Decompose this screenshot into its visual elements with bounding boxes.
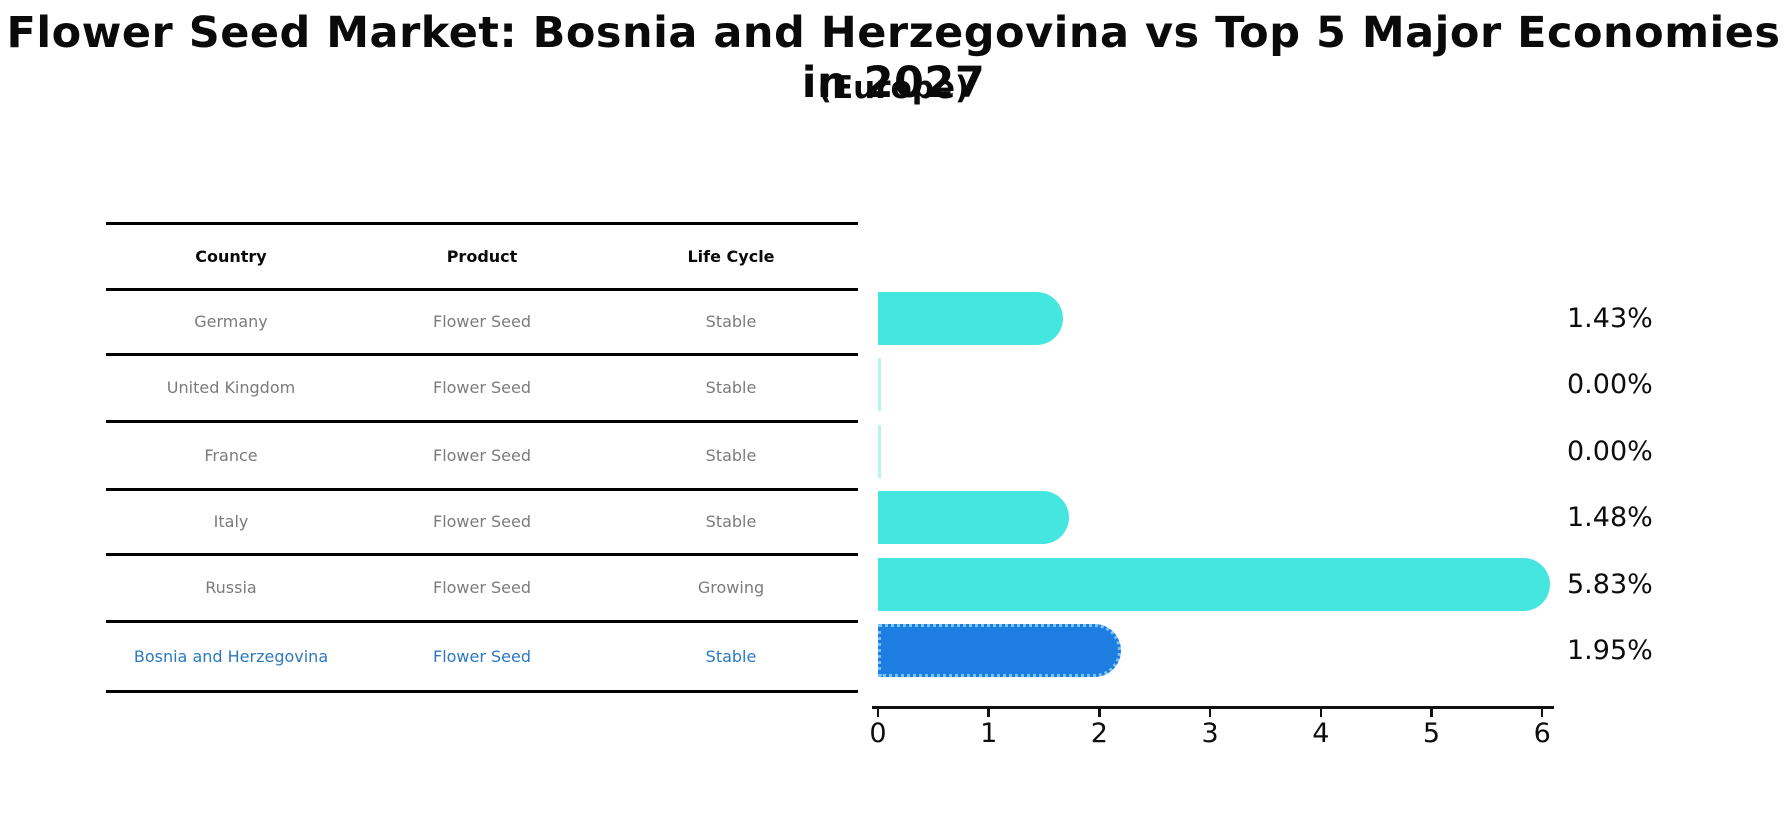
x-tick-label: 4	[1312, 718, 1330, 749]
table-row-russia: Russia Flower Seed Growing	[106, 555, 858, 620]
value-label: 1.48%	[1567, 502, 1653, 533]
x-tick-mark	[987, 708, 990, 717]
life-cycle-cell: Stable	[705, 445, 757, 465]
x-tick-label: 0	[869, 718, 887, 749]
life-cycle-cell: Stable	[705, 512, 757, 531]
x-tick-mark	[1319, 708, 1323, 717]
x-tick-mark	[876, 708, 880, 717]
country-cell: United Kingdom	[166, 378, 296, 397]
table-header-row: Country Product Life Cycle	[106, 224, 858, 288]
page-title: Flower Seed Market: Bosnia and Herzegovi…	[6, 8, 1781, 108]
table-row-italy: Italy Flower Seed Stable	[106, 490, 858, 553]
table-rule	[106, 488, 858, 491]
value-label: 1.43%	[1567, 302, 1653, 334]
x-tick-mark	[1540, 708, 1544, 717]
bar-bosnia-and-herzegovina	[878, 624, 1121, 677]
value-label: 5.83%	[1567, 568, 1653, 600]
table-rule	[106, 620, 858, 623]
table-row-bosnia-and-herzegovina: Bosnia and Herzegovina Flower Seed Stabl…	[106, 622, 858, 690]
product-cell: Flower Seed	[432, 378, 532, 397]
table-row-united-kingdom: United Kingdom Flower Seed Stable	[106, 355, 858, 420]
table-row-germany: Germany Flower Seed Stable	[106, 290, 858, 353]
country-cell: Germany	[194, 312, 268, 331]
life-cycle-cell: Stable	[705, 312, 757, 331]
bar-france	[878, 424, 881, 478]
country-cell: Italy	[213, 512, 249, 531]
product-cell: Flower Seed	[432, 578, 532, 597]
country-cell: Russia	[205, 578, 257, 597]
page-subtitle: (Europe)	[817, 70, 970, 106]
table-rule	[106, 288, 858, 291]
value-label: 0.00%	[1567, 435, 1653, 467]
x-tick-mark	[1098, 708, 1101, 717]
x-tick-label: 2	[1090, 718, 1108, 749]
table-rule	[106, 690, 858, 693]
bar-italy	[878, 491, 1069, 544]
life-cycle-cell: Stable	[705, 378, 757, 397]
bar-united-kingdom	[878, 358, 881, 411]
table-rule	[106, 353, 858, 356]
x-tick-label: 1	[980, 718, 998, 749]
country-cell: Bosnia and Herzegovina	[133, 646, 329, 666]
product-cell: Flower Seed	[432, 312, 532, 331]
column-header-country: Country	[195, 246, 267, 266]
bar-germany	[878, 291, 1064, 345]
x-tick-mark	[1208, 708, 1212, 717]
product-cell: Flower Seed	[432, 646, 532, 666]
x-axis-line	[872, 706, 1554, 709]
value-label: 1.95%	[1567, 635, 1653, 666]
x-tick-mark	[1430, 708, 1433, 717]
column-header-product: Product	[446, 246, 518, 266]
table-rule	[106, 222, 858, 225]
product-cell: Flower Seed	[432, 445, 532, 465]
table-rule	[106, 553, 858, 556]
table-row-france: France Flower Seed Stable	[106, 422, 858, 488]
life-cycle-cell: Growing	[697, 578, 765, 597]
product-cell: Flower Seed	[432, 512, 532, 531]
x-tick-label: 3	[1201, 718, 1219, 749]
x-tick-label: 6	[1533, 718, 1551, 749]
bar-russia	[878, 557, 1551, 611]
country-table: Country Product Life Cycle Germany Flowe…	[106, 200, 858, 700]
life-cycle-cell: Stable	[705, 646, 757, 666]
x-tick-label: 5	[1422, 718, 1441, 749]
country-cell: France	[204, 445, 258, 465]
column-header-life-cycle: Life Cycle	[687, 246, 775, 266]
value-label: 0.00%	[1567, 369, 1653, 400]
table-rule	[106, 420, 858, 423]
